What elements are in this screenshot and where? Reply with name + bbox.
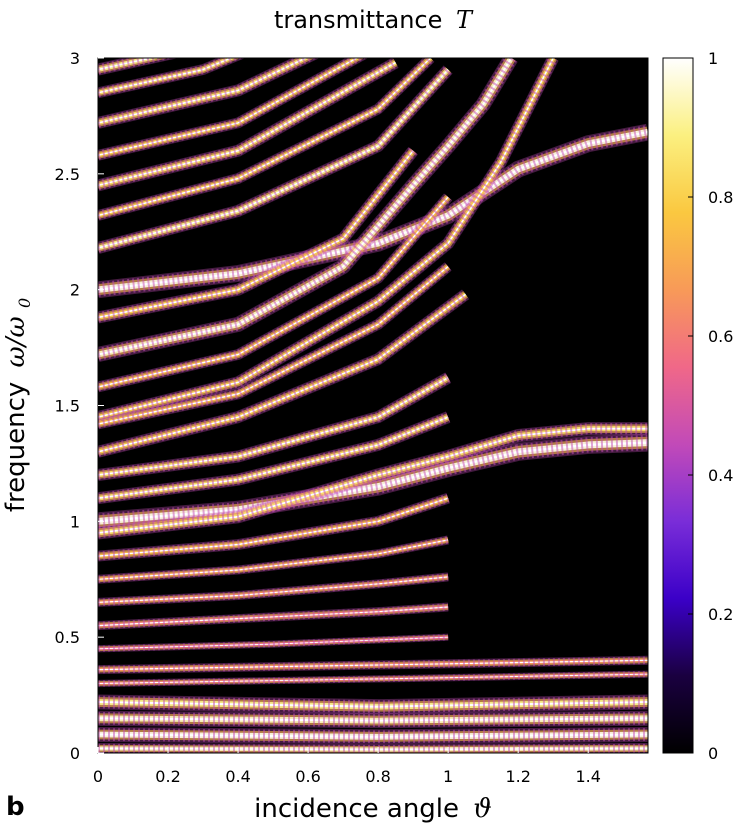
y-tick-label: 3	[70, 49, 80, 68]
y-axis-label-subscript: 0	[15, 298, 34, 308]
panel-label: b	[6, 792, 25, 822]
chart-title-symbol: T	[456, 6, 474, 34]
transmission-band	[98, 58, 559, 423]
y-tick-label: 1	[70, 512, 80, 531]
x-tick: 1	[443, 747, 453, 786]
x-axis-label-symbol: ϑ	[473, 794, 492, 824]
colorbar-tick-label: 1	[708, 49, 718, 68]
transmission-band	[98, 535, 449, 584]
y-tick: 1	[70, 512, 104, 531]
y-tick: 0	[70, 744, 104, 763]
transmission-band	[98, 123, 648, 299]
y-tick-label: 2	[70, 281, 80, 300]
x-axis-label: incidence angle ϑ	[254, 794, 492, 824]
x-tick: 0	[93, 747, 103, 786]
colorbar-tick: 0.2	[688, 605, 733, 624]
x-tick: 0.2	[155, 747, 181, 786]
colorbar-tick: 1	[688, 49, 718, 68]
y-tick-label: 0	[70, 744, 80, 763]
y-tick: 1.5	[55, 397, 104, 416]
colorbar-ticks: 0 0.2 0.4 0.6 0.8 1	[688, 49, 733, 763]
y-tick-label: 2.5	[55, 165, 80, 184]
transmission-band	[98, 372, 452, 481]
y-tick: 0.5	[55, 628, 104, 647]
x-tick: 0.6	[295, 747, 321, 786]
x-tick-label: 1.4	[575, 767, 600, 786]
transmission-band	[98, 193, 453, 393]
transmission-band	[98, 694, 648, 715]
colorbar-tick-label: 0.6	[708, 327, 733, 346]
transmission-band	[98, 602, 449, 631]
y-tick: 2	[70, 281, 104, 300]
transmission-band	[98, 58, 399, 192]
transmission-band	[98, 58, 369, 161]
transmission-band	[98, 742, 648, 753]
transmission-band	[98, 146, 418, 324]
x-tick-label: 1	[443, 767, 453, 786]
transmission-band	[98, 422, 648, 540]
transmission-band	[98, 655, 648, 675]
transmission-band	[98, 58, 518, 362]
transmission-band	[98, 411, 451, 505]
y-axis-label-symbol: ω/ω	[1, 316, 31, 367]
transmission-band	[98, 262, 452, 430]
x-tick-label: 0.2	[155, 767, 180, 786]
colorbar-tick: 0.8	[688, 188, 733, 207]
x-axis-label-text: incidence angle	[254, 794, 459, 824]
transmission-band	[98, 58, 179, 76]
colorbar-gradient	[662, 57, 694, 754]
x-tick-label: 0.6	[295, 767, 320, 786]
transmission-band	[98, 289, 470, 458]
transmission-band	[98, 58, 246, 99]
transmission-band	[98, 58, 320, 129]
colorbar-tick: 0.6	[688, 327, 733, 346]
transmission-band	[98, 433, 648, 531]
y-tick-label: 1.5	[55, 397, 80, 416]
x-tick: 1.4	[575, 747, 601, 786]
y-tick: 2.5	[55, 165, 104, 184]
y-tick-label: 0.5	[55, 628, 80, 647]
colorbar-tick: 0.4	[688, 466, 733, 485]
transmission-band	[98, 493, 450, 562]
x-tick: 0.4	[225, 747, 251, 786]
transmission-band	[98, 65, 453, 254]
transmission-band	[98, 58, 435, 221]
x-tick-label: 0.8	[365, 767, 390, 786]
y-axis-label: frequency ω/ω 0	[1, 298, 34, 512]
colorbar-tick-label: 0	[708, 744, 718, 763]
transmission-band	[98, 572, 449, 607]
x-tick-label: 0.4	[225, 767, 250, 786]
transmission-band	[98, 670, 648, 688]
colorbar-tick-label: 0.4	[708, 466, 733, 485]
x-axis: 0 0.2 0.4 0.6 0.8 1 1.2 1.4	[93, 747, 601, 786]
colorbar-tick-label: 0.8	[708, 188, 733, 207]
heatmap-area	[97, 57, 649, 754]
transmission-band	[98, 726, 648, 745]
chart-title-text: transmittance	[274, 6, 442, 34]
x-tick-label: 1.2	[505, 767, 530, 786]
y-axis-label-text: frequency	[1, 382, 31, 512]
y-axis: 0 0.5 1 1.5 2 2.5 3	[55, 49, 104, 763]
colorbar-tick-label: 0.2	[708, 605, 733, 624]
colorbar: 0 0.2 0.4 0.6 0.8 1	[662, 49, 733, 763]
transmission-band	[98, 710, 648, 729]
x-tick: 0.8	[365, 747, 391, 786]
x-tick-label: 0	[93, 767, 103, 786]
x-tick: 1.2	[505, 747, 531, 786]
y-tick: 3	[70, 49, 104, 68]
colorbar-tick: 0	[688, 744, 718, 763]
transmission-band	[98, 633, 449, 653]
chart-title: transmittance T	[274, 6, 474, 34]
